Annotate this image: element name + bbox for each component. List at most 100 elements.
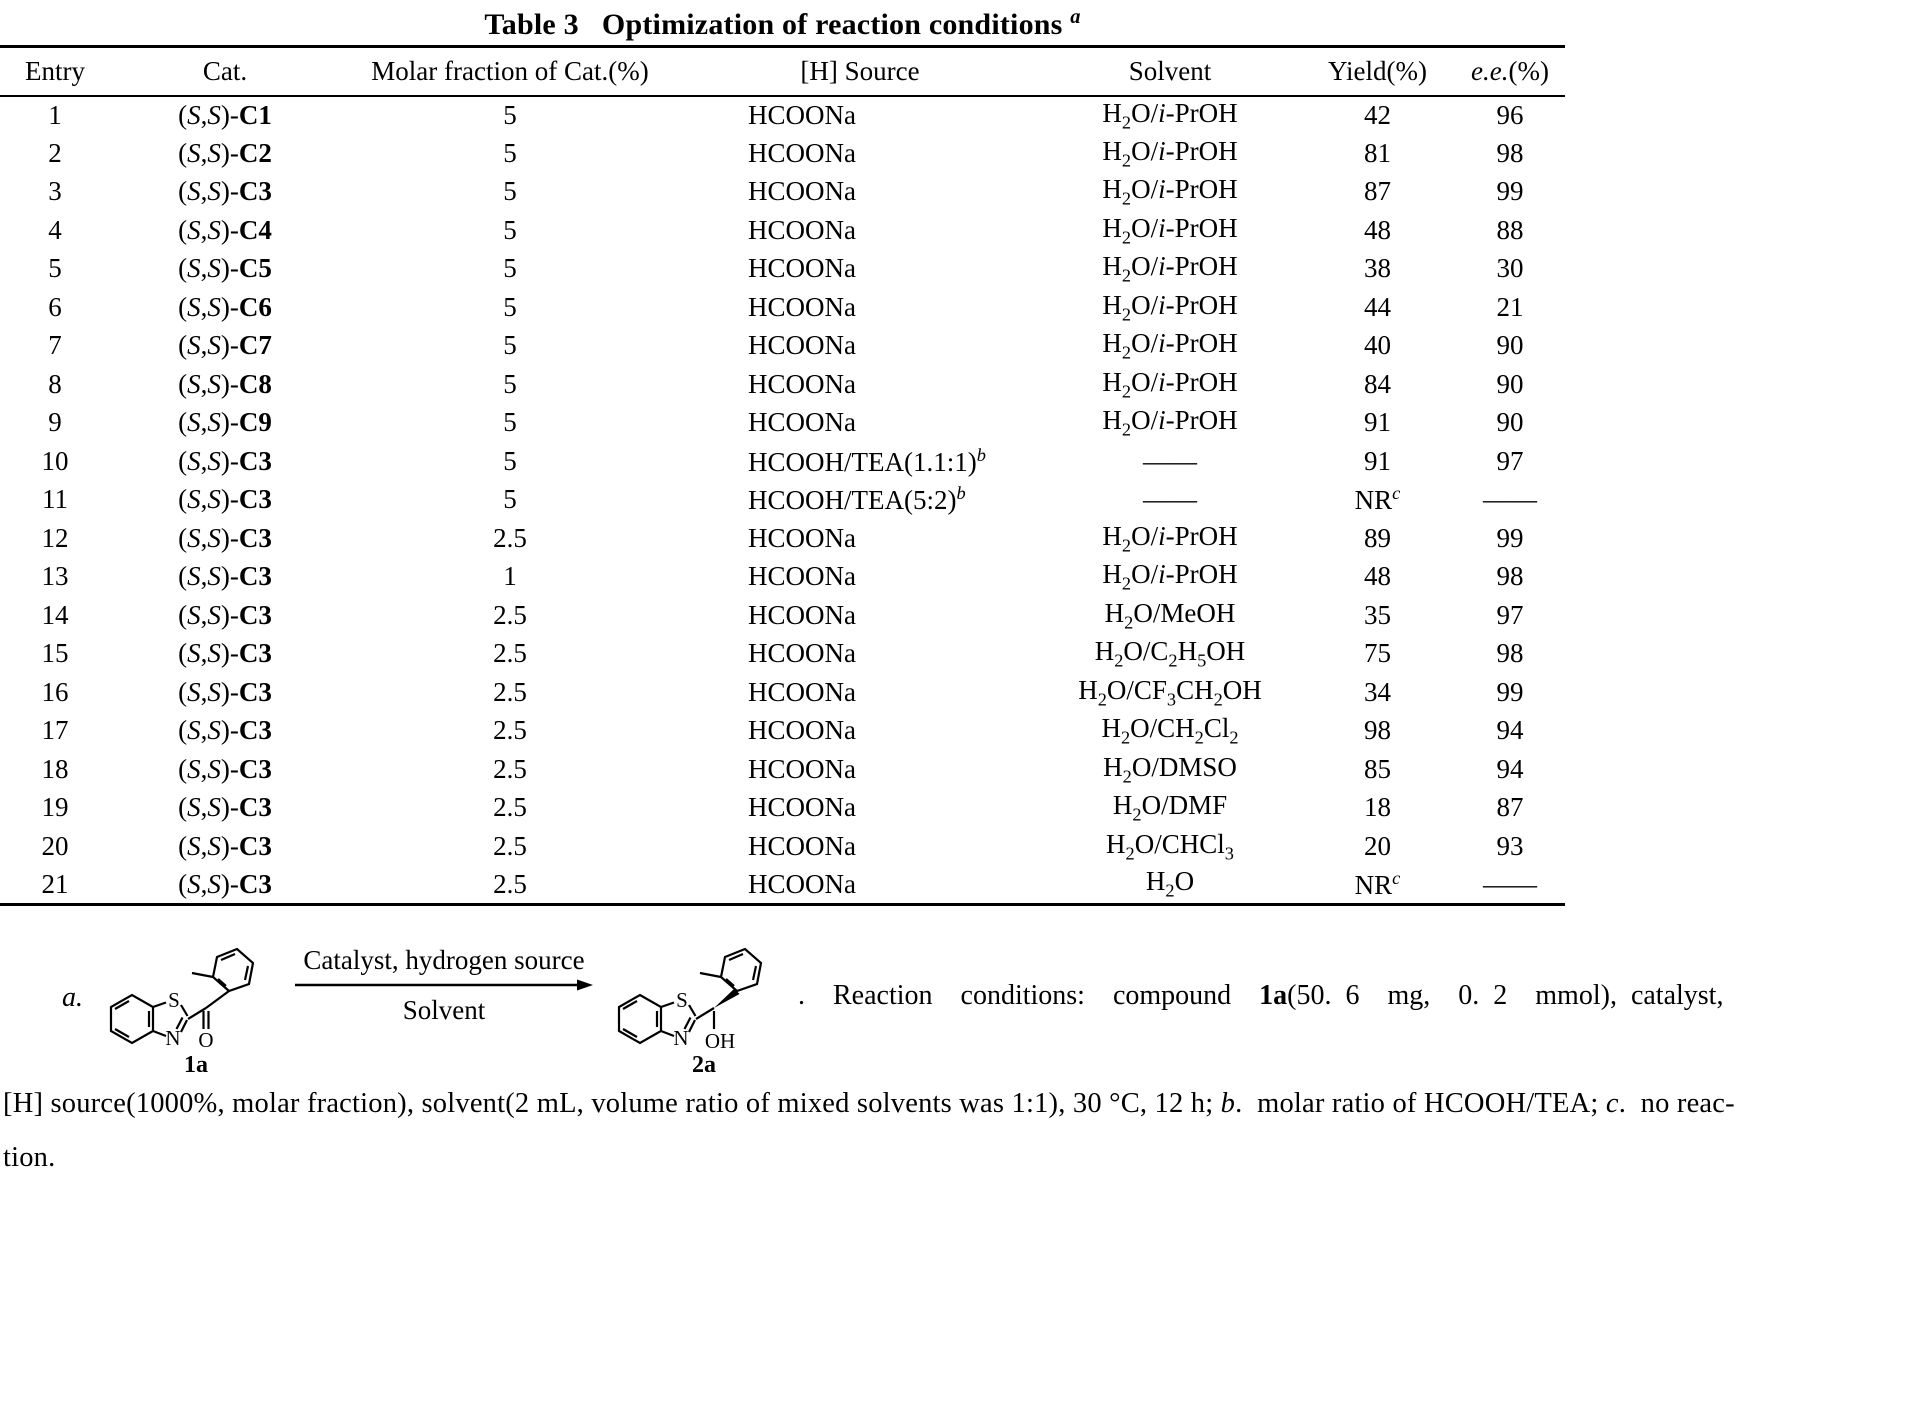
table-row: 18 (S,S)-C3 2.5 HCOONa H2O/DMSO 85 94 [0,750,1565,789]
cell-yield: 91 [1364,445,1391,476]
cell-solvent: H2O/i-PrOH [1102,289,1238,324]
cell-entry: 17 [41,715,69,746]
table-row: 11 (S,S)-C3 5 HCOOH/TEA(5:2)b —— NRc —— [0,481,1565,520]
cell-hsource: HCOONa [748,753,856,784]
cell-yield: 35 [1364,599,1391,630]
table-row: 12 (S,S)-C3 2.5 HCOONa H2O/i-PrOH 89 99 [0,519,1565,558]
cell-yield: NRc [1354,867,1401,900]
cell-solvent: H2O/CH2Cl2 [1101,713,1239,748]
cell-entry: 20 [41,830,69,861]
cell-yield: 91 [1364,407,1391,438]
header-entry: Entry [25,55,85,86]
cell-hsource: HCOONa [748,676,856,707]
cell-molar: 5 [503,407,517,438]
cell-molar: 2.5 [493,676,527,707]
header-hsource: [H] Source [800,55,920,86]
cell-ee: —— [1483,484,1537,515]
cell-ee: —— [1483,868,1537,899]
table-row: 9 (S,S)-C9 5 HCOONa H2O/i-PrOH 91 90 [0,404,1565,443]
cell-entry: 21 [41,868,69,899]
cell-hsource: HCOONa [748,522,856,553]
cell-entry: 16 [41,676,69,707]
cell-hsource: HCOONa [748,715,856,746]
compound-label-2a: 2a [692,1052,716,1076]
cell-hsource: HCOONa [748,830,856,861]
atom-label-sulfur-icon: S [168,988,180,1012]
table-row: 10 (S,S)-C3 5 HCOOH/TEA(1.1:1)b —— 91 97 [0,442,1565,481]
cell-entry: 7 [48,330,62,361]
cell-ee: 90 [1496,330,1524,361]
cell-hsource: HCOONa [748,99,856,130]
cell-molar: 5 [503,330,517,361]
cell-molar: 5 [503,368,517,399]
cell-ee: 99 [1496,176,1524,207]
cell-hsource: HCOONa [748,792,856,823]
cell-cat: (S,S)-C3 [178,176,272,207]
cell-solvent: H2O/C2H5OH [1094,636,1246,671]
cell-molar: 5 [503,253,517,284]
table-head: Entry Cat. Molar fraction of Cat.(%) [H] So… [0,47,1565,96]
cell-solvent: H2O/i-PrOH [1102,328,1238,363]
reaction-arrow-icon [295,979,593,991]
table-row: 1 (S,S)-C1 5 HCOONa H2O/i-PrOH 42 96 [0,96,1565,135]
cell-hsource: HCOONa [748,561,856,592]
table-row: 4 (S,S)-C4 5 HCOONa H2O/i-PrOH 48 88 [0,211,1565,250]
cell-molar: 1 [503,561,517,592]
atom-label-nitrogen-icon: N [165,1026,180,1050]
table-row: 2 (S,S)-C2 5 HCOONa H2O/i-PrOH 81 98 [0,134,1565,173]
cell-hsource: HCOONa [748,868,856,899]
cell-ee: 97 [1496,599,1524,630]
cell-yield: 98 [1364,715,1391,746]
cell-hsource: HCOONa [748,407,856,438]
arrow-text-top: Catalyst, hydrogen source [303,945,585,975]
cell-entry: 9 [48,407,62,438]
cell-solvent: H2O/DMSO [1103,751,1237,786]
cell-entry: 5 [48,253,62,284]
reaction-scheme: a. [0,930,1925,1095]
cell-solvent: H2O [1145,866,1195,901]
cell-hsource: HCOONa [748,330,856,361]
cell-cat: (S,S)-C3 [178,868,272,899]
cell-entry: 10 [41,445,69,476]
footnote-marker-a: a. [62,982,83,1013]
cell-ee: 87 [1496,792,1524,823]
cell-hsource: HCOONa [748,137,856,168]
cell-yield: 34 [1364,676,1391,707]
header-yield: Yield(%) [1328,55,1427,86]
table-row: 13 (S,S)-C3 1 HCOONa H2O/i-PrOH 48 98 [0,558,1565,597]
cell-yield: 87 [1364,176,1391,207]
cell-solvent: H2O/MeOH [1104,597,1236,632]
compound-label-1a: 1a [184,1052,208,1076]
cell-cat: (S,S)-C3 [178,715,272,746]
cell-entry: 12 [41,522,69,553]
cell-entry: 4 [48,214,62,245]
cell-cat: (S,S)-C8 [178,368,272,399]
table-row: 3 (S,S)-C3 5 HCOONa H2O/i-PrOH 87 99 [0,173,1565,212]
cell-solvent: —— [1143,445,1197,476]
cell-ee: 90 [1496,407,1524,438]
cell-solvent: H2O/i-PrOH [1102,97,1238,132]
cell-yield: 84 [1364,368,1391,399]
cell-cat: (S,S)-C3 [178,561,272,592]
cell-molar: 2.5 [493,715,527,746]
cell-cat: (S,S)-C3 [178,522,272,553]
footnote-line-2: tion. [3,1142,56,1173]
cell-cat: (S,S)-C1 [178,99,272,130]
table-row: 16 (S,S)-C3 2.5 HCOONa H2O/CF3CH2OH 34 99 [0,673,1565,712]
cell-cat: (S,S)-C2 [178,137,272,168]
cell-solvent: H2O/i-PrOH [1102,135,1238,170]
cell-entry: 13 [41,561,69,592]
table-row: 6 (S,S)-C6 5 HCOONa H2O/i-PrOH 44 21 [0,288,1565,327]
table-row: 20 (S,S)-C3 2.5 HCOONa H2O/CHCl3 20 93 [0,827,1565,866]
cell-cat: (S,S)-C5 [178,253,272,284]
cell-cat: (S,S)-C3 [178,676,272,707]
cell-ee: 21 [1496,291,1524,322]
header-cat: Cat. [202,55,248,86]
table-row: 19 (S,S)-C3 2.5 HCOONa H2O/DMF 18 87 [0,789,1565,828]
table-row: 7 (S,S)-C7 5 HCOONa H2O/i-PrOH 40 90 [0,327,1565,366]
reaction-conditions-text: . Reaction conditions: compound 1a(50. 6… [798,980,1724,1011]
cell-molar: 2.5 [493,753,527,784]
cell-cat: (S,S)-C9 [178,407,272,438]
cell-molar: 5 [503,214,517,245]
atom-label-oxygen-icon: O [198,1028,213,1052]
